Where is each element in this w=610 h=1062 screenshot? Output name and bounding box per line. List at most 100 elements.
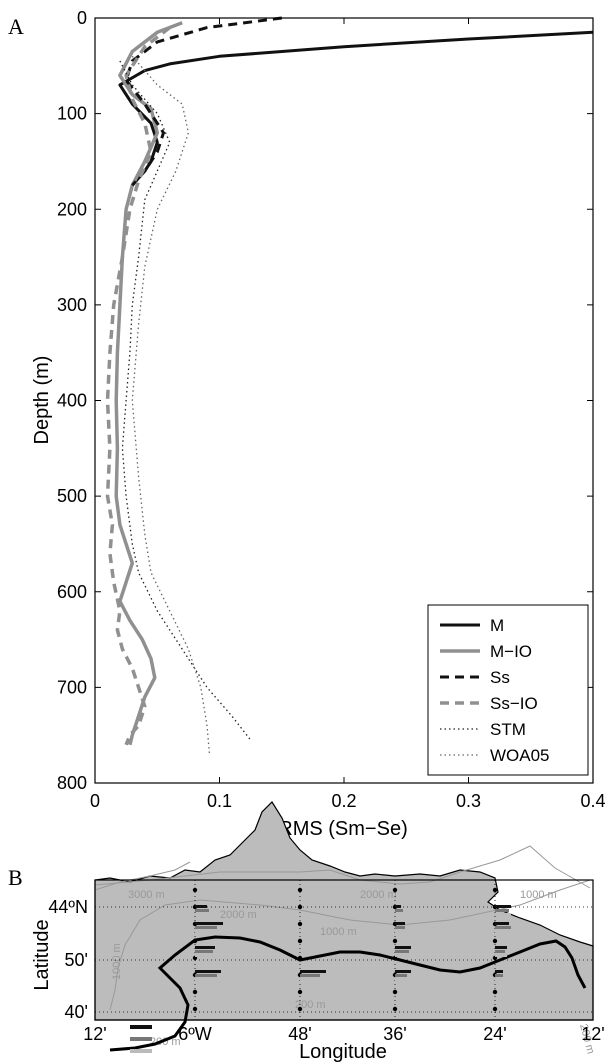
velocity-bar-3-2 — [195, 978, 219, 981]
station-1-7 — [297, 1006, 303, 1012]
velocity-bar-10-2 — [495, 930, 511, 933]
x-tick-label-a-4: 0.4 — [580, 791, 605, 811]
velocity-bar-7-0 — [395, 946, 411, 949]
velocity-bar-0-1 — [195, 909, 209, 912]
y-tick-label-b-2: 40' — [65, 1002, 88, 1022]
velocity-bar-0-0 — [195, 905, 207, 908]
velocity-bar-11-2 — [495, 954, 507, 957]
land-coastline — [94, 801, 594, 1021]
station-2-0 — [392, 887, 398, 893]
y-axis-label-b: Latitude — [31, 919, 53, 990]
station-1-1 — [297, 904, 303, 910]
x-tick-label-a-0: 0 — [90, 791, 100, 811]
velocity-bar-6-2 — [395, 930, 407, 933]
legend-a-label-1: M−IO — [490, 642, 532, 661]
legend-a-label-5: WOA05 — [490, 746, 550, 765]
contour-label-2000a: 2000 m — [360, 889, 397, 901]
station-0-6 — [192, 989, 198, 995]
station-1-6 — [297, 989, 303, 995]
velocity-bar-5-2 — [395, 913, 403, 916]
grid-b — [95, 880, 593, 1020]
contour-label-1000b: 1000 m — [520, 889, 557, 901]
velocity-bar-1-0 — [195, 922, 223, 925]
y-tick-label-b-1: 50' — [65, 950, 88, 970]
y-tick-label-a-4: 400 — [57, 391, 87, 411]
legend-a-label-2: Ss — [490, 668, 510, 687]
legend-b-swatch-1 — [130, 1037, 152, 1041]
contour-label-200a: 200 m — [295, 999, 326, 1011]
velocity-bar-4-0 — [300, 970, 326, 973]
station-0-0 — [192, 887, 198, 893]
velocity-bar-3-0 — [195, 970, 221, 973]
velocity-bar-10-1 — [495, 926, 511, 929]
panel-a-label: A — [8, 14, 24, 39]
legend-b-swatch-2 — [130, 1049, 152, 1053]
series-line-2 — [124, 16, 282, 187]
series-line-3 — [105, 26, 171, 746]
velocity-bar-11-1 — [495, 950, 505, 953]
x-axis-label-b: Longitude — [299, 1041, 387, 1062]
x-tick-label-a-3: 0.3 — [456, 791, 481, 811]
velocity-bar-2-2 — [195, 954, 215, 957]
station-2-6 — [392, 989, 398, 995]
x-tick-label-a-1: 0.1 — [207, 791, 232, 811]
y-tick-label-a-1: 100 — [57, 104, 87, 124]
velocity-bar-9-1 — [495, 909, 509, 912]
velocity-bar-7-1 — [395, 950, 409, 953]
legend-a-label-3: Ss−IO — [490, 694, 538, 713]
legend-a-label-4: STM — [490, 720, 526, 739]
velocity-bar-8-2 — [395, 978, 409, 981]
station-3-0 — [492, 887, 498, 893]
contour-label-1000c: 1000 m — [111, 943, 123, 980]
x-tick-label-b-4: 24' — [483, 1024, 506, 1044]
plot-b-frame — [94, 879, 594, 1021]
panel-b-label: B — [8, 865, 23, 890]
velocity-bar-10-0 — [495, 922, 509, 925]
contour-label-200b: 200 m — [150, 1036, 181, 1048]
legend-a-box — [427, 604, 589, 776]
y-tick-label-a-8: 800 — [57, 773, 87, 793]
velocity-bar-4-1 — [300, 974, 320, 977]
station-3-3 — [492, 938, 498, 944]
x-tick-label-b-1: 6ºW — [178, 1024, 212, 1044]
contour-label-3000: 3000 m — [128, 889, 165, 901]
series-line-4 — [119, 60, 252, 741]
y-tick-label-a-7: 700 — [57, 677, 87, 697]
velocity-bar-7-2 — [395, 954, 409, 957]
x-tick-label-b-0: 12' — [83, 1024, 106, 1044]
velocity-bar-5-1 — [395, 909, 403, 912]
series-line-0 — [118, 30, 594, 187]
legend-a-label-0: M — [490, 616, 504, 635]
y-tick-label-a-5: 500 — [57, 486, 87, 506]
velocity-bar-1-2 — [195, 930, 219, 933]
legend-b-items — [130, 1025, 152, 1053]
velocity-bar-12-2 — [495, 978, 505, 981]
station-0-7 — [192, 1006, 198, 1012]
station-2-3 — [392, 938, 398, 944]
velocity-bar-4-2 — [300, 978, 320, 981]
x-tick-label-b-5: 12' — [581, 1024, 604, 1044]
y-axis-label-a: Depth (m) — [31, 356, 53, 445]
y-tick-label-a-3: 300 — [57, 295, 87, 315]
velocity-bar-2-0 — [195, 946, 215, 949]
velocity-bars — [195, 905, 511, 981]
y-tick-label-b-0: 44ºN — [48, 897, 88, 917]
velocity-bar-9-0 — [495, 905, 511, 908]
velocity-bar-1-1 — [195, 926, 217, 929]
station-1-2 — [297, 921, 303, 927]
velocity-bar-0-2 — [195, 913, 211, 916]
y-tick-label-a-6: 600 — [57, 582, 87, 602]
velocity-bar-11-0 — [495, 946, 507, 949]
contour-label-1000a: 1000 m — [320, 926, 357, 938]
contour-label-2000b: 2000 m — [220, 909, 257, 921]
velocity-bar-8-0 — [395, 970, 411, 973]
velocity-bar-12-0 — [495, 970, 503, 973]
series-line-5 — [131, 55, 211, 755]
y-tick-label-a-2: 200 — [57, 199, 87, 219]
legend-a: M M−IO Ss Ss−IO STM WOA05 — [427, 604, 589, 776]
x-axis-label-a: RMS (Sm−Se) — [278, 818, 407, 840]
isobath-200-m — [109, 935, 587, 1052]
station-1-0 — [297, 887, 303, 893]
velocity-bar-12-1 — [495, 974, 503, 977]
contour-2000-m — [94, 845, 591, 889]
